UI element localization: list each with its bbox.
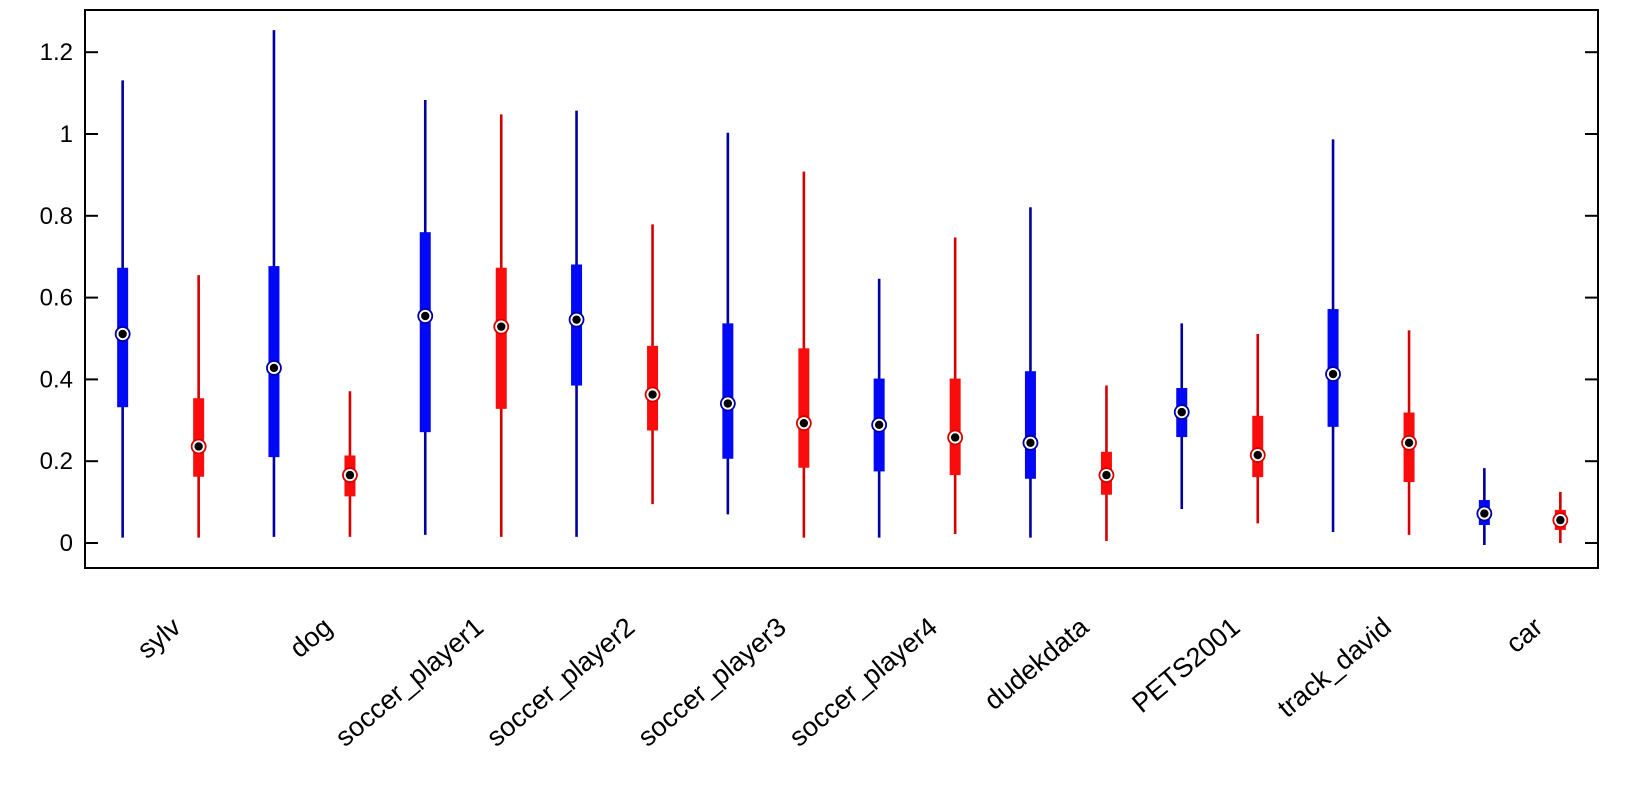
median-marker-dot-red-dudekdata: [1102, 470, 1111, 480]
iqr-box-red-sylv: [193, 398, 205, 477]
median-marker-dot-blue-car: [1480, 509, 1489, 518]
median-marker-dot-red-soccer_player4: [950, 433, 960, 442]
iqr-box-blue-dudekdata: [1024, 371, 1036, 479]
median-marker-dot-blue-sylv: [118, 329, 127, 339]
median-marker-dot-red-soccer_player2: [648, 390, 657, 399]
iqr-box-blue-soccer_player3: [722, 323, 734, 459]
median-marker-dot-blue-soccer_player3: [723, 399, 733, 408]
y-tick-label: 0.8: [40, 203, 73, 230]
y-tick-label: 1.2: [40, 39, 73, 66]
median-marker-dot-blue-dog: [269, 363, 279, 373]
median-marker-dot-blue-soccer_player2: [572, 315, 581, 324]
median-marker-dot-red-PETS2001: [1253, 450, 1262, 460]
median-marker-dot-red-soccer_player1: [497, 322, 506, 331]
iqr-box-red-soccer_player3: [798, 348, 810, 468]
median-marker-dot-blue-track_david: [1328, 369, 1338, 379]
median-marker-dot-red-track_david: [1404, 438, 1414, 447]
y-tick-label: 0.6: [40, 285, 73, 312]
y-tick-label: 0: [60, 530, 73, 557]
y-tick-label: 0.4: [40, 366, 73, 393]
median-marker-dot-blue-soccer_player4: [874, 420, 884, 429]
median-marker-dot-red-soccer_player3: [799, 418, 809, 428]
median-marker-dot-blue-PETS2001: [1177, 407, 1186, 417]
y-tick-label: 1: [60, 121, 73, 148]
iqr-box-red-soccer_player4: [949, 378, 961, 476]
median-marker-dot-blue-soccer_player1: [421, 311, 430, 321]
plot-border: [84, 9, 1599, 569]
median-marker-dot-red-car: [1556, 515, 1565, 525]
iqr-box-red-soccer_player1: [495, 267, 507, 409]
median-marker-dot-blue-dudekdata: [1026, 438, 1035, 447]
iqr-box-blue-soccer_player1: [419, 232, 431, 433]
median-marker-dot-red-dog: [345, 470, 355, 480]
y-tick-label: 0.2: [40, 448, 73, 475]
iqr-box-red-PETS2001: [1252, 415, 1264, 478]
median-marker-dot-red-sylv: [194, 442, 203, 451]
